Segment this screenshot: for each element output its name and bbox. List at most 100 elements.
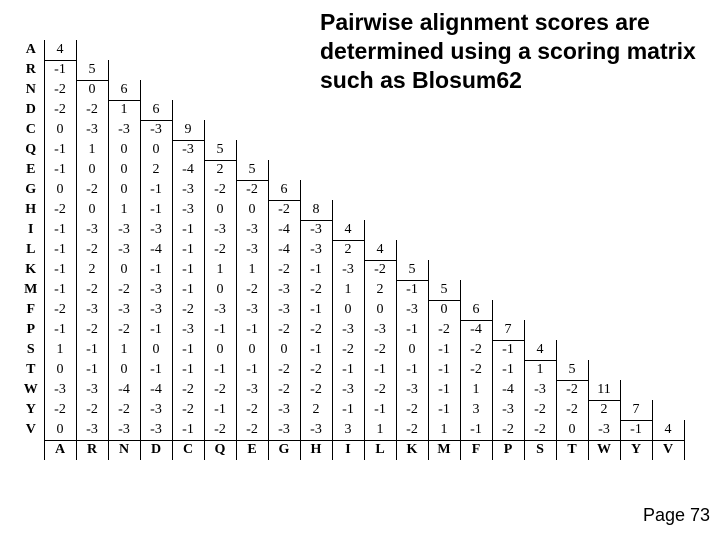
matrix-cell: -2 bbox=[44, 300, 76, 320]
matrix-cell: -1 bbox=[172, 280, 204, 300]
matrix-cell: -1 bbox=[140, 360, 172, 380]
matrix-cell: -3 bbox=[396, 300, 428, 320]
matrix-cell: 0 bbox=[204, 280, 236, 300]
row-header: L bbox=[18, 240, 44, 260]
matrix-cell: -2 bbox=[268, 320, 300, 340]
matrix-cell: -3 bbox=[364, 320, 396, 340]
matrix-cell: -2 bbox=[332, 340, 364, 360]
row-header: S bbox=[18, 340, 44, 360]
matrix-cell: -3 bbox=[332, 380, 364, 400]
col-header: L bbox=[364, 440, 396, 460]
matrix-cell: -3 bbox=[140, 280, 172, 300]
matrix-cell: -3 bbox=[76, 420, 108, 440]
col-header: K bbox=[396, 440, 428, 460]
matrix-cell: -2 bbox=[236, 280, 268, 300]
matrix-cell: -1 bbox=[76, 360, 108, 380]
matrix-cell: -1 bbox=[364, 360, 396, 380]
matrix-cell: 3 bbox=[460, 400, 492, 420]
matrix-cell: 0 bbox=[364, 300, 396, 320]
row-header: C bbox=[18, 120, 44, 140]
matrix-cell: 7 bbox=[492, 320, 524, 340]
matrix-cell: -2 bbox=[268, 200, 300, 220]
matrix-cell: 0 bbox=[332, 300, 364, 320]
matrix-cell: 0 bbox=[108, 160, 140, 180]
matrix-cell: -3 bbox=[396, 380, 428, 400]
col-header: S bbox=[524, 440, 556, 460]
matrix-cell: -4 bbox=[492, 380, 524, 400]
matrix-cell: -2 bbox=[300, 280, 332, 300]
matrix-cell: -1 bbox=[172, 260, 204, 280]
matrix-cell: 0 bbox=[396, 340, 428, 360]
row-header: V bbox=[18, 420, 44, 440]
row-header: Y bbox=[18, 400, 44, 420]
matrix-cell: 5 bbox=[76, 60, 108, 80]
matrix-cell: -1 bbox=[428, 380, 460, 400]
matrix-cell: -4 bbox=[108, 380, 140, 400]
matrix-cell: -2 bbox=[172, 400, 204, 420]
row-header: H bbox=[18, 200, 44, 220]
matrix-cell: -1 bbox=[332, 400, 364, 420]
matrix-cell: 4 bbox=[652, 420, 684, 440]
matrix-cell: 9 bbox=[172, 120, 204, 140]
matrix-cell: 1 bbox=[364, 420, 396, 440]
matrix-cell: -2 bbox=[460, 360, 492, 380]
matrix-cell: -2 bbox=[236, 400, 268, 420]
matrix-cell: -2 bbox=[44, 200, 76, 220]
matrix-cell: 1 bbox=[108, 340, 140, 360]
matrix-cell: 0 bbox=[204, 200, 236, 220]
matrix-cell: 0 bbox=[108, 180, 140, 200]
matrix-cell: 0 bbox=[236, 340, 268, 360]
matrix-cell: 0 bbox=[140, 140, 172, 160]
matrix-cell: -3 bbox=[172, 320, 204, 340]
matrix-cell: 1 bbox=[76, 140, 108, 160]
matrix-cell: 2 bbox=[300, 400, 332, 420]
matrix-cell: 1 bbox=[332, 280, 364, 300]
matrix-cell: -2 bbox=[364, 260, 396, 280]
col-header: N bbox=[108, 440, 140, 460]
matrix-cell: -3 bbox=[236, 240, 268, 260]
matrix-cell: -1 bbox=[140, 180, 172, 200]
matrix-cell: -1 bbox=[396, 360, 428, 380]
matrix-cell: -3 bbox=[332, 320, 364, 340]
matrix-cell: -3 bbox=[268, 300, 300, 320]
matrix-cell: -1 bbox=[172, 240, 204, 260]
matrix-cell: -1 bbox=[300, 340, 332, 360]
blosum62-matrix: A4R-15N-206D-2-216C0-3-3-39Q-1100-35E-10… bbox=[18, 40, 685, 460]
matrix-cell: 5 bbox=[236, 160, 268, 180]
matrix-cell: 2 bbox=[588, 400, 620, 420]
matrix-cell: -3 bbox=[44, 380, 76, 400]
matrix-cell: -2 bbox=[300, 360, 332, 380]
matrix-cell: -1 bbox=[460, 420, 492, 440]
matrix-cell: 1 bbox=[524, 360, 556, 380]
matrix-cell: -1 bbox=[44, 280, 76, 300]
matrix-cell: 0 bbox=[204, 340, 236, 360]
matrix-cell: 6 bbox=[460, 300, 492, 320]
matrix-cell: 0 bbox=[76, 200, 108, 220]
matrix-cell: -4 bbox=[140, 240, 172, 260]
matrix-cell: -3 bbox=[108, 120, 140, 140]
matrix-cell: -2 bbox=[428, 320, 460, 340]
matrix-cell: -1 bbox=[140, 200, 172, 220]
matrix-cell: -1 bbox=[44, 220, 76, 240]
col-header: W bbox=[588, 440, 620, 460]
matrix-cell: -1 bbox=[492, 360, 524, 380]
matrix-cell: -1 bbox=[236, 360, 268, 380]
matrix-cell: -2 bbox=[76, 400, 108, 420]
matrix-cell: -2 bbox=[524, 400, 556, 420]
matrix-cell: -3 bbox=[76, 300, 108, 320]
matrix-cell: -3 bbox=[108, 300, 140, 320]
matrix-cell: 5 bbox=[396, 260, 428, 280]
matrix-cell: 1 bbox=[460, 380, 492, 400]
matrix-cell: -3 bbox=[268, 400, 300, 420]
row-header: N bbox=[18, 80, 44, 100]
matrix-cell: -1 bbox=[204, 360, 236, 380]
row-header: F bbox=[18, 300, 44, 320]
matrix-cell: 8 bbox=[300, 200, 332, 220]
matrix-cell: -2 bbox=[364, 340, 396, 360]
matrix-cell: -1 bbox=[364, 400, 396, 420]
matrix-cell: -3 bbox=[300, 240, 332, 260]
matrix-cell: -3 bbox=[204, 300, 236, 320]
matrix-cell: 0 bbox=[108, 360, 140, 380]
matrix-cell: 0 bbox=[76, 160, 108, 180]
col-header: F bbox=[460, 440, 492, 460]
